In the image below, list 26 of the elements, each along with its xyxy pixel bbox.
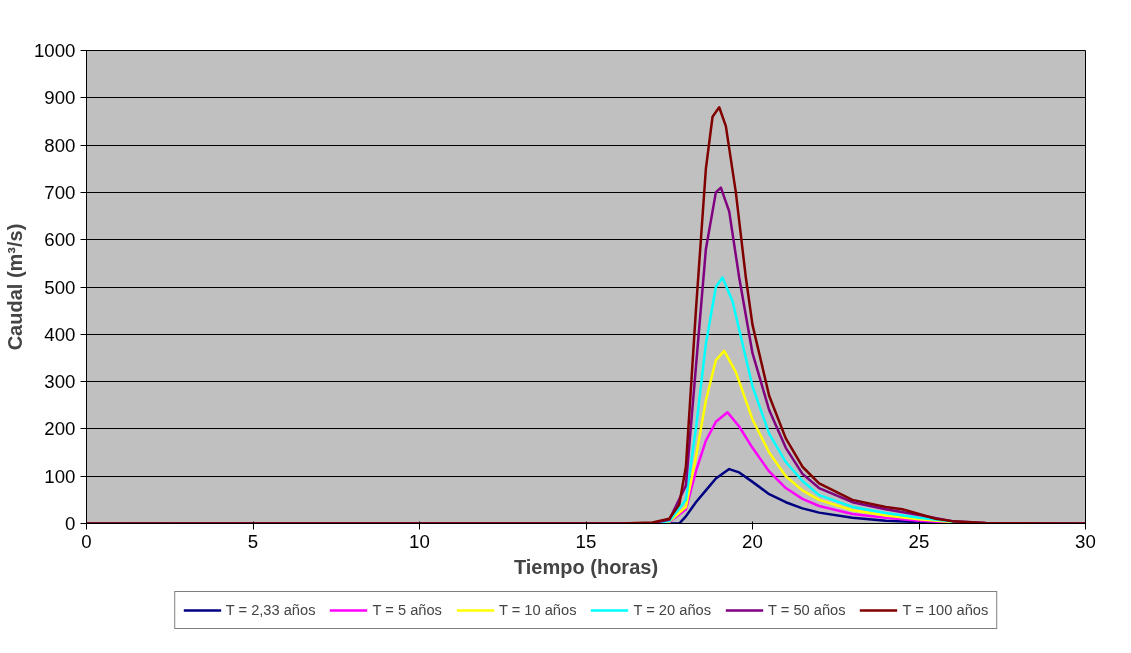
x-tick-label: 25 <box>908 530 930 552</box>
x-tick-label: 15 <box>575 530 597 552</box>
y-tick-label: 0 <box>65 513 76 534</box>
x-tick-label: 20 <box>742 530 763 552</box>
y-axis-title: Caudal (m³/s) <box>4 223 26 351</box>
legend-label: T = 100 años <box>902 602 989 618</box>
x-tick-label: 0 <box>81 530 92 552</box>
legend-label: T = 2,33 años <box>225 602 316 618</box>
x-tick-label: 30 <box>1075 530 1096 552</box>
x-tick-label: 10 <box>409 530 430 552</box>
y-tick-label: 800 <box>44 134 76 156</box>
y-tick-label: 200 <box>44 418 76 440</box>
x-tick-label: 5 <box>247 530 259 552</box>
y-tick-label: 900 <box>44 87 76 109</box>
y-tick-label: 100 <box>44 465 76 487</box>
legend-label: T = 50 años <box>768 602 846 618</box>
y-tick-label: 500 <box>44 276 76 298</box>
y-tick-label: 300 <box>44 371 76 393</box>
legend-label: T = 5 años <box>372 602 442 618</box>
y-tick-label: 1000 <box>34 40 76 61</box>
legend-label: T = 20 años <box>633 602 712 618</box>
y-tick-label: 700 <box>44 181 76 203</box>
legend-label: T = 10 años <box>498 602 577 618</box>
x-axis-title: Tiempo (horas) <box>513 555 659 578</box>
y-tick-label: 400 <box>44 323 76 345</box>
y-tick-label: 600 <box>44 229 76 251</box>
